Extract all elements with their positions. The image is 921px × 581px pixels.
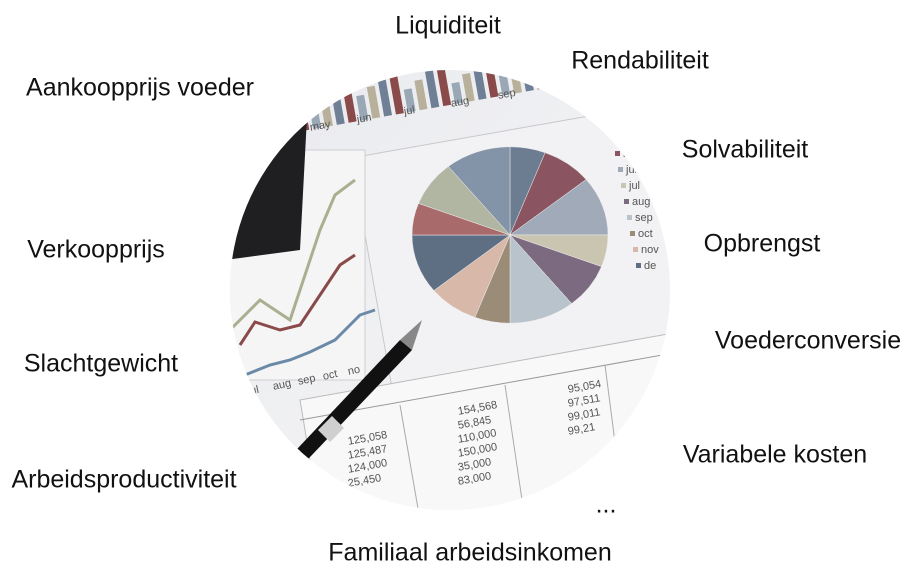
pie-slice [447,146,511,236]
photo-bar [414,79,428,111]
photo-number: 99,011 [567,406,601,424]
legend-swatch [627,215,632,220]
legend-text: sep [635,212,653,224]
label: Rendabiliteit [571,47,709,75]
photo-line [238,253,356,346]
legend-swatch [633,247,638,252]
legend-swatch [624,199,629,204]
photo-bar [530,70,546,90]
photo-month: oct [322,368,339,383]
legend-text: may [623,148,644,160]
label: Slachtgewicht [24,350,178,378]
legend-swatch [615,151,620,156]
photo-bar [424,70,440,109]
label: Voederconversie [715,327,901,355]
photo-bar [541,70,558,88]
legend-swatch [636,263,641,268]
photo-month: aug [450,95,470,110]
photo-bar [403,88,416,113]
photo-number: 97,511 [567,392,601,410]
photo-month: jun [355,111,373,126]
photo-number: 35,000 [457,456,492,474]
photo-month: sep [297,372,317,387]
photo-bar [472,70,487,100]
legend-swatch [612,135,617,140]
table-rule [399,404,421,510]
label: ... [596,491,617,519]
photo-bar [451,81,463,105]
legend-text: ap [620,132,632,144]
photo-number: 95,054 [567,378,602,396]
legend-text: jun [625,164,641,176]
photo-month: jul [402,104,416,118]
label: Arbeidsproductiviteit [11,466,236,494]
legend-swatch [618,167,623,172]
label: Aankoopprijs voeder [26,74,254,102]
photo-line [230,178,356,332]
table-rule [504,384,526,510]
photo-bar [356,94,369,121]
table-rule [299,349,670,421]
photo-bar [387,70,404,115]
legend-swatch [621,183,626,188]
photo-bar [377,76,393,117]
pen-ring [318,416,344,442]
pie-slice [411,234,511,291]
photo-number: 56,845 [457,414,492,432]
pen-nib [400,320,422,350]
legend-text: jul [628,180,640,192]
label: Verkoopprijs [27,236,165,264]
photo-bar [557,70,570,86]
photo-bar [483,70,499,98]
photo-text: jul aug sep oct no125,058125,487124,00025,45… [246,363,602,489]
photo-month: sep [497,87,517,102]
photo-month: may [309,118,332,134]
photo-bar [435,70,452,107]
photo-number: 25,450 [347,472,382,490]
photo-month: aug [272,377,292,393]
photo-number: 83,000 [457,470,492,488]
label: Variabele kosten [683,441,867,469]
photo-month: oct [544,79,561,93]
photo-bar [461,72,475,102]
legend-text: de [644,260,656,272]
photo-month: jul [246,384,260,398]
pie-slice [509,234,573,324]
label: Solvabiliteit [682,136,809,164]
label: Liquiditeit [395,12,501,40]
photo-month: no [347,363,361,377]
legend-text: nov [641,244,659,256]
pie-slice [509,179,609,236]
label: Familiaal arbeidsinkomen [328,539,611,567]
labels: Liquiditeit Rendabiliteit Aankoopprijs voe… [11,12,901,567]
photo-bar [366,85,381,119]
legend-text: aug [632,196,650,208]
legend-swatch [630,231,635,236]
pie-photo: ap may jun jul aug sep oct nov de [411,132,659,324]
photo-line [244,308,376,377]
label: Opbrengst [704,230,821,258]
legend-text: oct [638,228,653,240]
photo-number: 99,21 [567,421,596,438]
